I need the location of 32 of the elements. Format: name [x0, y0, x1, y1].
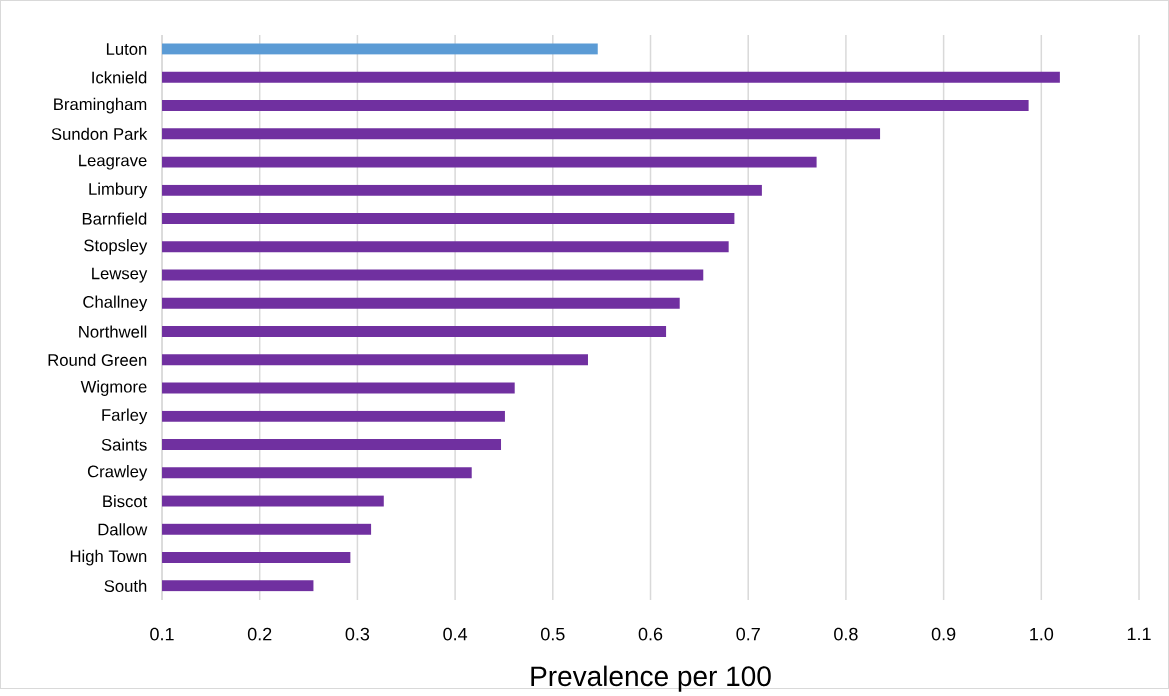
x-tick-label: 0.1 — [150, 627, 174, 641]
y-tick-label: Challney — [83, 295, 148, 312]
y-tick-label: Lewsey — [92, 267, 148, 283]
y-tick-label: Dallow — [98, 523, 148, 536]
y-tick-label: Saints — [101, 438, 147, 451]
y-tick-label: Northwell — [79, 325, 147, 338]
y-tick-label: Biscot — [103, 494, 148, 508]
y-tick-label: High Town — [70, 549, 147, 566]
x-tick-label: 0.2 — [247, 627, 272, 641]
x-tick-label: 0.5 — [541, 627, 565, 641]
y-tick-label: Farley — [102, 408, 148, 425]
x-axis-title: Prevalence per 100 — [531, 665, 771, 692]
x-tick-label: 0.6 — [638, 627, 663, 641]
y-tick-label: Stopsley — [84, 239, 148, 255]
y-tick-label: Leagrave — [79, 154, 147, 170]
y-tick-label: Sundon Park — [51, 127, 148, 140]
y-tick-label: Crawley — [87, 465, 148, 481]
y-tick-label: Limbury — [89, 182, 148, 199]
y-tick-label: Barnfield — [82, 212, 147, 225]
y-tick-label: Luton — [106, 43, 147, 55]
y-tick-label: Round Green — [48, 353, 147, 366]
y-tick-label: Wigmore — [80, 380, 147, 396]
x-tick-label: 0.3 — [345, 627, 370, 641]
y-tick-label: Bramingham — [54, 97, 147, 114]
x-tick-label: 1.0 — [1030, 627, 1054, 641]
y-tick-label: Icknield — [92, 71, 147, 84]
x-tick-label: 0.4 — [443, 627, 468, 641]
x-tick-label: 1.1 — [1127, 627, 1151, 641]
x-tick-label: 0.9 — [931, 627, 956, 641]
x-tick-label: 0.8 — [834, 627, 858, 641]
x-tick-label: 0.7 — [736, 627, 760, 641]
y-tick-label: South — [104, 579, 147, 592]
